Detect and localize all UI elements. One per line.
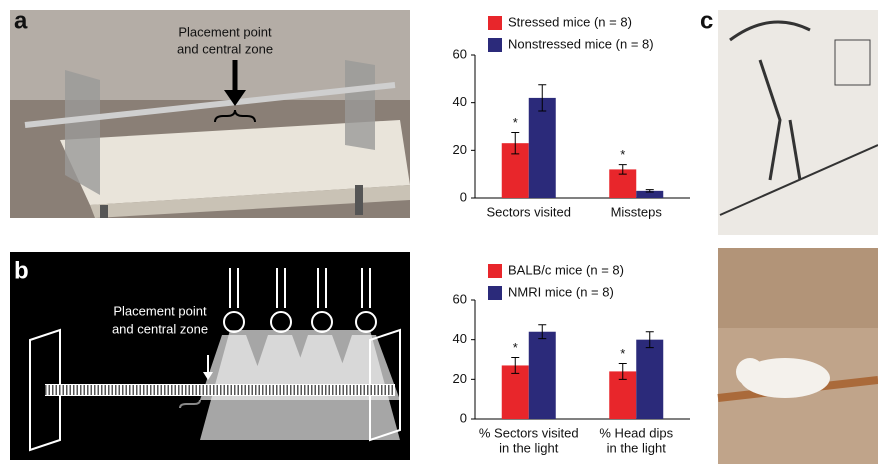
annotation: Placement point (113, 303, 207, 318)
x-tick-label: in the light (499, 440, 559, 455)
legend-label: Nonstressed mice (n = 8) (508, 36, 654, 51)
y-tick-label: 60 (453, 291, 467, 306)
x-tick-label: Sectors visited (486, 204, 571, 219)
annotation: and central zone (112, 321, 208, 336)
bar (529, 332, 556, 419)
x-tick-label: Missteps (611, 204, 663, 219)
figure: a Placement point and central zone b Pla… (0, 0, 878, 464)
significance-marker: * (620, 147, 625, 162)
y-tick-label: 40 (453, 94, 467, 109)
bar (529, 98, 556, 198)
legend-label: BALB/c mice (n = 8) (508, 262, 624, 277)
x-tick-label: % Sectors visited (479, 425, 579, 440)
y-tick-label: 0 (460, 410, 467, 425)
y-tick-label: 20 (453, 371, 467, 386)
legend-swatch (488, 286, 502, 300)
legend-swatch (488, 16, 502, 30)
y-tick-label: 60 (453, 46, 467, 61)
y-tick-label: 20 (453, 142, 467, 157)
legend-swatch (488, 264, 502, 278)
y-tick-label: 40 (453, 331, 467, 346)
illustration-c (718, 10, 878, 464)
significance-marker: * (513, 115, 518, 130)
y-tick-label: 0 (460, 189, 467, 204)
legend-swatch (488, 38, 502, 52)
panel-label: a (14, 7, 28, 34)
legend-label: Stressed mice (n = 8) (508, 14, 632, 29)
panel-label: b (14, 257, 29, 284)
significance-marker: * (620, 346, 625, 361)
x-tick-label: % Head dips (599, 425, 673, 440)
panel-label: c (700, 7, 713, 34)
significance-marker: * (513, 340, 518, 355)
x-tick-label: in the light (607, 440, 667, 455)
annotation: Placement point (178, 24, 272, 39)
schematic-b (10, 252, 410, 460)
legend-label: NMRI mice (n = 8) (508, 284, 614, 299)
annotation: and central zone (177, 41, 273, 56)
page: a Placement point and central zone b Pla… (0, 0, 878, 464)
bar (636, 340, 663, 419)
